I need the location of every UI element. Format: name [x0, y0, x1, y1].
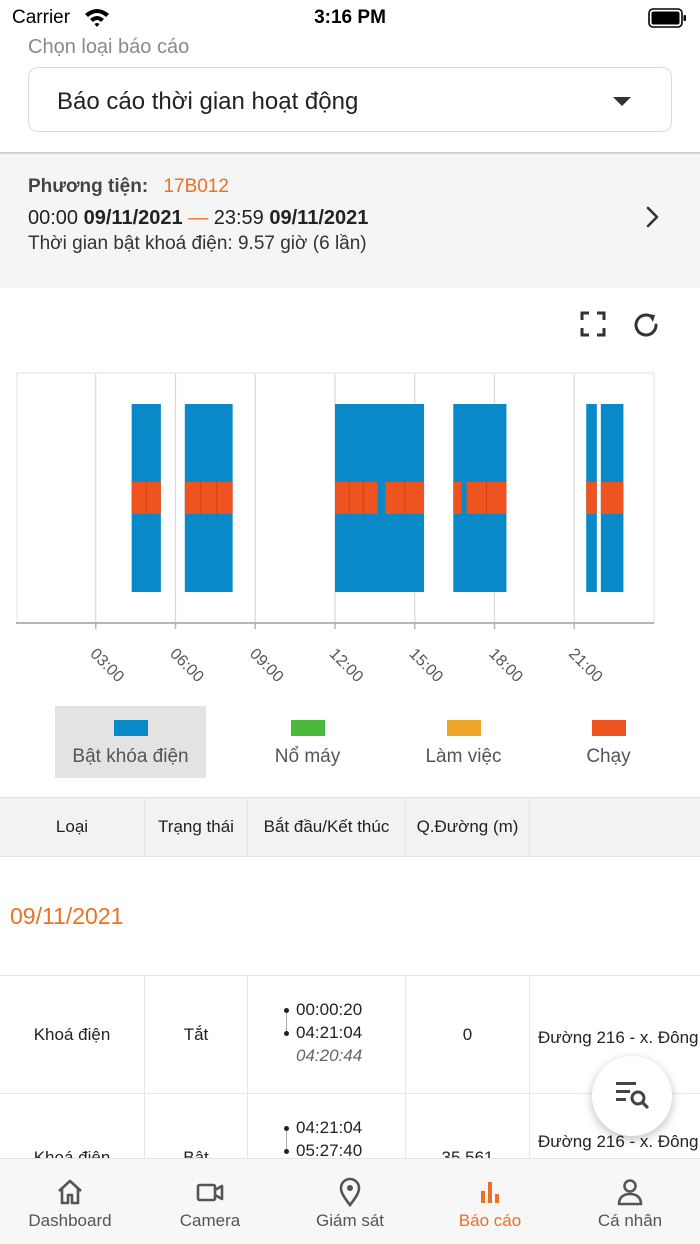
bar-chart-icon — [475, 1177, 505, 1207]
x-tick-label: 21:00 — [565, 645, 605, 685]
start-timestamp: 00:00:20 — [284, 1000, 362, 1023]
nav-label: Giám sát — [315, 1211, 385, 1230]
camera-icon — [195, 1177, 225, 1207]
legend-item-working[interactable]: Làm việc — [388, 706, 539, 778]
status-bar: Carrier 3:16 PM — [0, 0, 700, 36]
time-stack: 00:00:20 04:21:04 04:20:44 — [284, 1000, 362, 1069]
report-type-dropdown[interactable]: Báo cáo thời gian hoạt động — [28, 67, 672, 132]
table-row[interactable]: Khoá điện Tắt 00:00:20 04:21:04 04:20:44… — [0, 975, 700, 1094]
nav-label: Dashboard — [28, 1211, 112, 1230]
vehicle-line: Phương tiện: 17B012 — [28, 176, 229, 198]
legend-swatch — [290, 720, 325, 736]
carrier-label: Carrier — [12, 7, 71, 28]
start-time: 00:00 — [28, 207, 79, 229]
x-tick-label: 15:00 — [406, 645, 446, 685]
timeline-connector — [286, 1130, 287, 1152]
legend-label: Chạy — [586, 746, 631, 767]
legend-item-running[interactable]: Chạy — [533, 706, 684, 778]
start-date: 09/11/2021 — [83, 207, 183, 229]
nav-label: Camera — [179, 1211, 241, 1230]
cell-start-end: 00:00:20 04:21:04 04:20:44 — [248, 976, 406, 1094]
activity-timeline-chart: 03:00 06:00 09:00 12:00 15:00 18:00 21:00 — [16, 372, 655, 686]
running-bar — [335, 482, 378, 514]
location-pin-icon — [335, 1177, 365, 1208]
refresh-icon[interactable] — [630, 309, 662, 346]
time-stack: 04:21:04 05:27:40 — [284, 1118, 362, 1164]
nav-camera[interactable]: Camera — [140, 1159, 280, 1244]
column-header-type: Loại — [0, 798, 145, 856]
cell-address: Đường 216 - x. Đông — [538, 1132, 699, 1151]
cell-address: Đường 216 - x. Đông — [538, 1028, 699, 1047]
filter-search-button[interactable] — [592, 1056, 672, 1136]
chart-legend: Bật khóa điện Nổ máy Làm việc Chạy — [0, 706, 700, 778]
end-timestamp: 04:21:04 — [284, 1023, 362, 1046]
legend-swatch — [446, 720, 481, 736]
column-header-distance: Q.Đường (m) — [406, 798, 530, 856]
date-group-heading: 09/11/2021 — [10, 903, 124, 929]
end-timestamp: 05:27:40 — [284, 1141, 362, 1164]
nav-label: Báo cáo — [458, 1211, 522, 1230]
legend-label: Làm việc — [425, 746, 502, 767]
running-bar — [453, 482, 462, 514]
duration: 04:20:44 — [296, 1046, 363, 1065]
nav-dashboard[interactable]: Dashboard — [0, 1159, 140, 1244]
x-tick-label: 06:00 — [166, 645, 206, 685]
cell-start-end: 04:21:04 05:27:40 — [248, 1094, 406, 1212]
bottom-navigation: Dashboard Camera Giám sát Báo cáo Cá nhâ… — [0, 1158, 700, 1244]
range-dash: — — [188, 207, 209, 229]
timeline-connector — [286, 1012, 287, 1034]
caret-down-icon — [613, 97, 631, 106]
vehicle-plate: 17B012 — [163, 176, 229, 197]
cell-state: Tắt — [145, 976, 248, 1094]
column-header-state: Trạng thái — [145, 798, 248, 856]
cell-distance: 0 — [406, 976, 530, 1094]
x-tick-label: 09:00 — [246, 645, 286, 685]
running-bar — [184, 482, 233, 514]
home-icon — [55, 1177, 85, 1207]
nav-label: Cá nhân — [597, 1211, 663, 1230]
legend-item-engine-on[interactable]: Nổ máy — [232, 706, 383, 778]
nav-reports[interactable]: Báo cáo — [420, 1159, 560, 1244]
clock-label: 3:16 PM — [314, 7, 386, 28]
legend-swatch — [113, 720, 148, 736]
report-type-label: Chọn loại báo cáo — [28, 36, 190, 58]
start-timestamp: 04:21:04 — [284, 1118, 362, 1141]
end-date: 09/11/2021 — [269, 207, 369, 229]
time-range: 00:00 09/11/2021 — 23:59 09/11/2021 — [28, 207, 368, 230]
person-icon — [615, 1177, 645, 1207]
legend-label: Nổ máy — [274, 746, 341, 767]
x-tick-label: 12:00 — [326, 645, 366, 685]
running-bar — [586, 482, 597, 514]
chevron-right-icon[interactable] — [646, 206, 660, 233]
legend-label: Bật khóa điện — [72, 746, 189, 767]
report-type-value: Báo cáo thời gian hoạt động — [57, 88, 359, 115]
nav-profile[interactable]: Cá nhân — [560, 1159, 700, 1244]
x-tick-label: 18:00 — [485, 645, 525, 685]
end-time: 23:59 — [213, 207, 264, 229]
legend-item-ignition[interactable]: Bật khóa điện — [55, 706, 206, 778]
fullscreen-icon[interactable] — [579, 310, 607, 343]
wifi-icon — [84, 6, 110, 33]
table-header: Loại Trạng thái Bắt đầu/Kết thúc Q.Đường… — [0, 797, 700, 857]
running-bar — [600, 482, 624, 514]
nav-monitoring[interactable]: Giám sát — [280, 1159, 420, 1244]
battery-icon — [648, 8, 688, 33]
cell-type: Khoá điện — [0, 976, 145, 1094]
x-tick-label: 03:00 — [87, 645, 127, 685]
legend-swatch — [591, 720, 626, 736]
ignition-summary: Thời gian bật khoá điện: 9.57 giờ (6 lần… — [28, 233, 367, 254]
vehicle-info-card[interactable]: Phương tiện: 17B012 00:00 09/11/2021 — 2… — [0, 154, 700, 288]
vehicle-label: Phương tiện: — [28, 176, 149, 197]
list-search-icon — [614, 1078, 650, 1115]
column-header-start-end: Bắt đầu/Kết thúc — [248, 798, 406, 856]
